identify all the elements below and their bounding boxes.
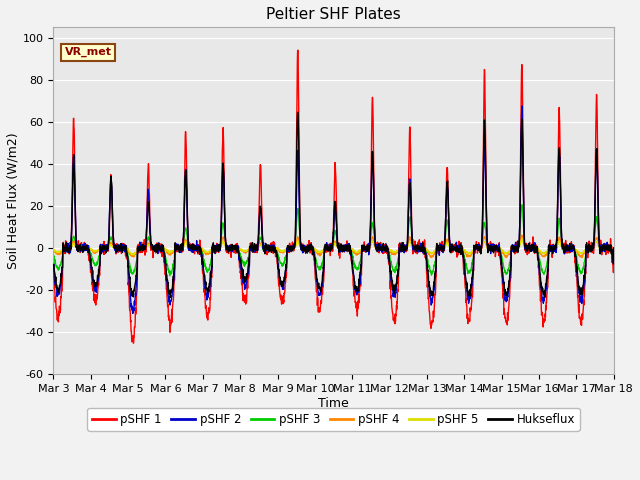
Legend: pSHF 1, pSHF 2, pSHF 3, pSHF 4, pSHF 5, Hukseflux: pSHF 1, pSHF 2, pSHF 3, pSHF 4, pSHF 5, …: [87, 408, 580, 431]
Y-axis label: Soil Heat Flux (W/m2): Soil Heat Flux (W/m2): [7, 132, 20, 269]
Title: Peltier SHF Plates: Peltier SHF Plates: [266, 7, 401, 22]
Text: VR_met: VR_met: [65, 47, 111, 57]
X-axis label: Time: Time: [318, 396, 349, 409]
